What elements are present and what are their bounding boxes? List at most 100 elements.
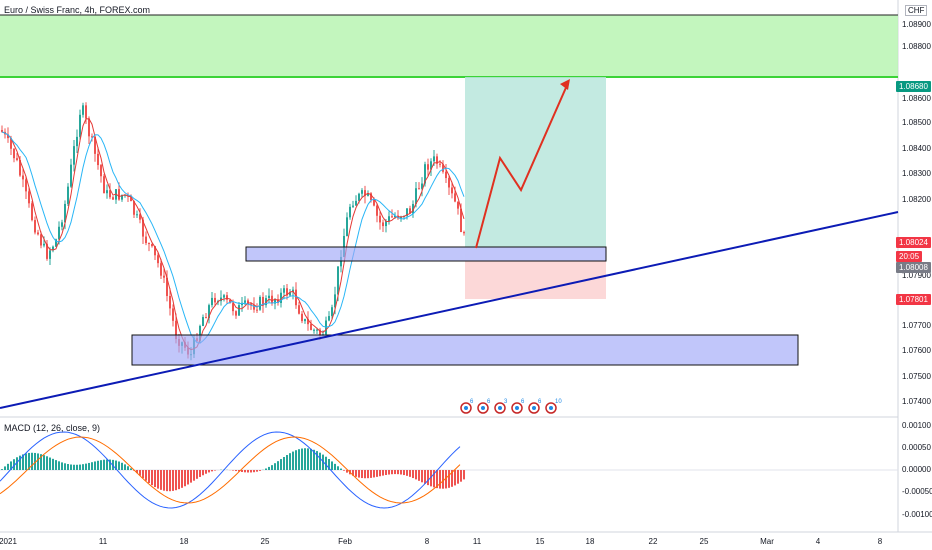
chart-title: Euro / Swiss Franc, 4h, FOREX.com xyxy=(4,5,151,15)
candle-body xyxy=(376,205,378,216)
candle-body xyxy=(406,208,408,216)
trend-line[interactable] xyxy=(0,211,899,409)
candle-body xyxy=(151,244,153,247)
event-markers[interactable]: 6 6 3 6 6 10 xyxy=(460,399,562,414)
candle-body xyxy=(361,190,363,194)
macd-axis-tick: -0.00100 xyxy=(902,510,932,519)
candle-body xyxy=(295,289,297,306)
candle-body xyxy=(229,299,231,304)
macd-histogram-bar xyxy=(424,470,426,484)
candle-body xyxy=(13,148,15,159)
macd-histogram-bar xyxy=(427,470,429,486)
position-profit-zone[interactable] xyxy=(465,77,606,247)
candle-body xyxy=(10,138,12,149)
candle-body xyxy=(319,329,321,336)
candle-body xyxy=(133,201,135,215)
macd-histogram-bar xyxy=(166,470,168,492)
macd-histogram-bar xyxy=(367,470,369,479)
macd-histogram-bar xyxy=(52,458,54,470)
candle-body xyxy=(424,164,426,184)
candle-body xyxy=(433,156,435,162)
target-zone[interactable] xyxy=(0,15,898,77)
support-zone-box[interactable] xyxy=(131,334,799,366)
macd-histogram-bar xyxy=(157,470,159,489)
macd-histogram-bar xyxy=(40,454,42,470)
candle-body xyxy=(244,300,246,303)
candle-body xyxy=(58,226,60,240)
macd-histogram-bar xyxy=(280,459,282,470)
candle-body xyxy=(379,215,381,223)
macd-histogram-bar xyxy=(172,470,174,491)
macd-histogram-bar xyxy=(235,470,237,472)
macd-histogram-bar xyxy=(121,462,123,470)
macd-histogram-bar xyxy=(151,470,153,486)
macd-histogram-bar xyxy=(208,470,210,473)
candle-body xyxy=(109,190,111,198)
candle-body xyxy=(367,193,369,196)
macd-histogram-bar xyxy=(322,454,324,470)
candle-body xyxy=(163,275,165,278)
macd-histogram-bar xyxy=(463,470,465,480)
candle-body xyxy=(421,183,423,189)
macd-histogram-bar xyxy=(145,470,147,481)
macd-histogram-bar xyxy=(43,455,45,470)
time-axis-tick: 11 xyxy=(472,537,482,546)
candle-body xyxy=(358,193,360,201)
candle-body xyxy=(247,300,249,304)
candle-body xyxy=(334,294,336,308)
macd-histogram-bar xyxy=(355,470,357,477)
slow-ma-line xyxy=(1,131,465,344)
time-axis-tick: 2021 xyxy=(0,537,17,546)
macd-histogram-bar xyxy=(7,463,9,470)
macd-histogram-bar xyxy=(232,470,234,471)
macd-histogram-bar xyxy=(211,470,213,472)
price-axis-tick: 1.07900 xyxy=(902,271,931,280)
macd-histogram-bar xyxy=(337,466,339,470)
candle-body xyxy=(298,305,300,314)
candle-body xyxy=(46,243,48,259)
candle-body xyxy=(97,153,99,166)
macd-histogram-bar xyxy=(49,457,51,470)
macd-histogram-bar xyxy=(205,470,207,474)
macd-histogram-bar xyxy=(412,470,414,479)
candle-body xyxy=(145,236,147,244)
candle-body xyxy=(373,200,375,206)
macd-histogram-bar xyxy=(25,453,27,470)
candle-body xyxy=(427,164,429,170)
macd-histogram-bar xyxy=(283,457,285,470)
currency-label[interactable]: CHF xyxy=(905,5,928,16)
macd-axis-tick: 0.00100 xyxy=(902,421,931,430)
candle-body xyxy=(106,190,108,194)
candle-body xyxy=(352,205,354,207)
macd-histogram-bar xyxy=(442,470,444,489)
candle-body xyxy=(451,187,453,194)
resistance-zone-box[interactable] xyxy=(245,246,607,262)
macd-title[interactable]: MACD (12, 26, close, 9) xyxy=(4,423,101,433)
candle-body xyxy=(214,297,216,303)
candle-body xyxy=(121,194,123,200)
projection-arrow[interactable] xyxy=(475,82,569,249)
macd-histogram-bar xyxy=(433,470,435,488)
event-marker-dot xyxy=(549,406,553,410)
macd-histogram-bar xyxy=(385,470,387,476)
macd-histogram-bar xyxy=(388,470,390,475)
macd-histogram-bar xyxy=(274,463,276,470)
candle-body xyxy=(250,303,252,305)
macd-histogram-bar xyxy=(169,470,171,492)
candle-body xyxy=(289,292,291,296)
event-marker-dot xyxy=(464,406,468,410)
macd-histogram-bar xyxy=(34,452,36,470)
candle-body xyxy=(16,158,18,160)
macd-histogram-bar xyxy=(187,470,189,485)
fast-ma-line xyxy=(1,118,465,351)
time-axis-tick: 8 xyxy=(877,537,883,546)
candle-body xyxy=(415,188,417,204)
candle-body xyxy=(235,311,237,316)
event-count: 6 xyxy=(470,399,474,405)
macd-histogram-bar xyxy=(130,468,132,470)
candle-body xyxy=(265,298,267,306)
candle-body xyxy=(7,134,9,139)
candle-body xyxy=(211,297,213,306)
macd-pane[interactable] xyxy=(0,431,898,509)
